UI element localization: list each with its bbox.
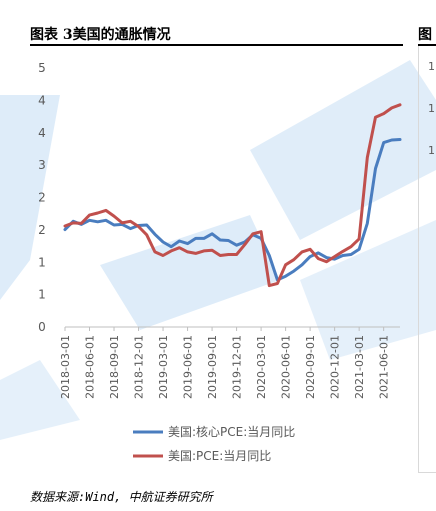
y-tick-label: 0 — [38, 320, 46, 334]
x-tick-label: 2020-09-01 — [304, 335, 317, 399]
next-chart-title-partial: 图 — [418, 27, 432, 43]
next-chart-tick: 1 — [428, 144, 435, 157]
data-source: 数据来源:Wind, 中航证券研究所 — [30, 490, 213, 504]
y-tick-label: 4 — [38, 93, 46, 107]
series-line-pce — [63, 103, 402, 288]
x-tick-label: 2021-03-01 — [353, 335, 366, 399]
y-tick-label: 1 — [38, 255, 46, 269]
next-chart-tick: 1 — [428, 60, 435, 73]
x-tick-label: 2020-03-01 — [255, 335, 268, 399]
next-chart-tick: 1 — [428, 102, 435, 115]
inflation-line-chart: 0 1 1 2 2 3 4 4 5 2018-03-01 2018-06-01 2018-09-01 2… — [38, 61, 403, 463]
x-tick-label: 2019-06-01 — [182, 335, 195, 399]
next-chart-frame-partial — [418, 46, 436, 473]
x-tick-label: 2019-12-01 — [231, 335, 244, 399]
x-tick-label: 2018-09-01 — [108, 335, 121, 399]
legend-label: 美国:PCE:当月同比 — [168, 449, 271, 463]
x-tick-label: 2018-03-01 — [59, 335, 72, 399]
y-tick-label: 2 — [38, 223, 46, 237]
y-tick-label: 5 — [38, 61, 46, 75]
x-tick-label: 2018-06-01 — [84, 335, 97, 399]
x-tick-label: 2021-06-01 — [378, 335, 391, 399]
x-tick-label: 2021-09-01 — [402, 335, 403, 399]
y-tick-label: 1 — [38, 288, 46, 302]
y-tick-label: 2 — [38, 191, 46, 205]
title-underline — [30, 44, 403, 46]
series-line-core-pce — [63, 138, 402, 282]
chart-title: 图表 3美国的通胀情况 — [30, 27, 171, 43]
x-tick-label: 2019-09-01 — [206, 335, 219, 399]
x-tick-label: 2018-12-01 — [133, 335, 146, 399]
next-chart-y-axis-partial: 1 1 1 — [428, 56, 436, 386]
x-tick-label: 2019-03-01 — [157, 335, 170, 399]
next-chart-title-underline — [418, 44, 436, 46]
y-tick-label: 3 — [38, 158, 46, 172]
x-tick-label: 2020-12-01 — [329, 335, 342, 399]
y-tick-label: 4 — [38, 126, 46, 140]
legend-label: 美国:核心PCE:当月同比 — [168, 425, 295, 439]
x-tick-label: 2020-06-01 — [280, 335, 293, 399]
